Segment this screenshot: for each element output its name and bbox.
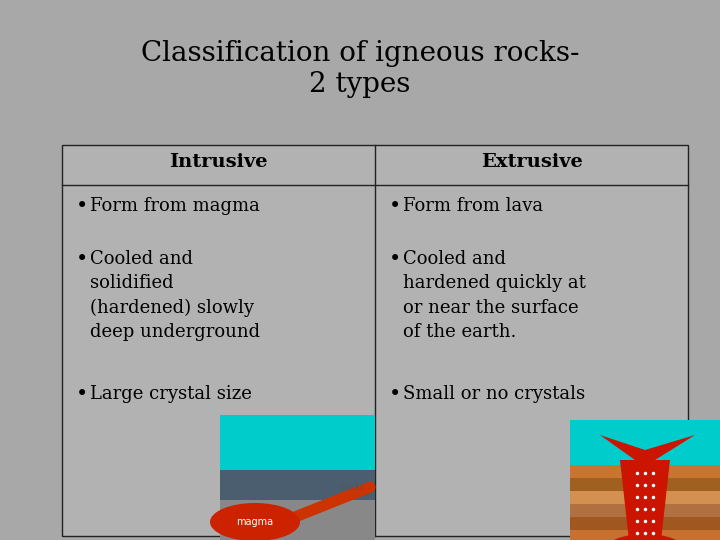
Polygon shape — [600, 435, 695, 460]
Polygon shape — [620, 460, 670, 540]
Bar — [570, 530, 720, 540]
Text: Form from magma: Form from magma — [90, 197, 260, 215]
Text: •: • — [389, 250, 401, 269]
Text: Extrusive: Extrusive — [481, 153, 582, 171]
Bar — [570, 491, 720, 504]
Bar — [220, 415, 375, 470]
Bar — [220, 500, 375, 540]
Text: Form from lava: Form from lava — [403, 197, 543, 215]
Bar — [570, 465, 720, 478]
Bar — [570, 517, 720, 530]
Ellipse shape — [605, 534, 685, 540]
Text: •: • — [389, 385, 401, 404]
Bar — [570, 478, 720, 491]
Text: •: • — [389, 197, 401, 216]
Text: cracks: cracks — [340, 483, 365, 492]
Text: •: • — [76, 250, 89, 269]
Text: Intrusive: Intrusive — [169, 153, 268, 171]
Ellipse shape — [210, 503, 300, 540]
Text: Large crystal size: Large crystal size — [90, 385, 252, 403]
Bar — [62, 145, 688, 536]
Text: magma: magma — [236, 517, 274, 527]
Bar — [220, 470, 375, 500]
Text: Small or no crystals: Small or no crystals — [403, 385, 585, 403]
Text: Cooled and
hardened quickly at
or near the surface
of the earth.: Cooled and hardened quickly at or near t… — [403, 250, 586, 341]
Bar — [570, 420, 720, 465]
Bar — [570, 504, 720, 517]
Text: •: • — [76, 385, 89, 404]
Text: Classification of igneous rocks-
2 types: Classification of igneous rocks- 2 types — [140, 40, 580, 98]
Text: •: • — [76, 197, 89, 216]
Text: Cooled and
solidified
(hardened) slowly
deep underground: Cooled and solidified (hardened) slowly … — [90, 250, 260, 341]
